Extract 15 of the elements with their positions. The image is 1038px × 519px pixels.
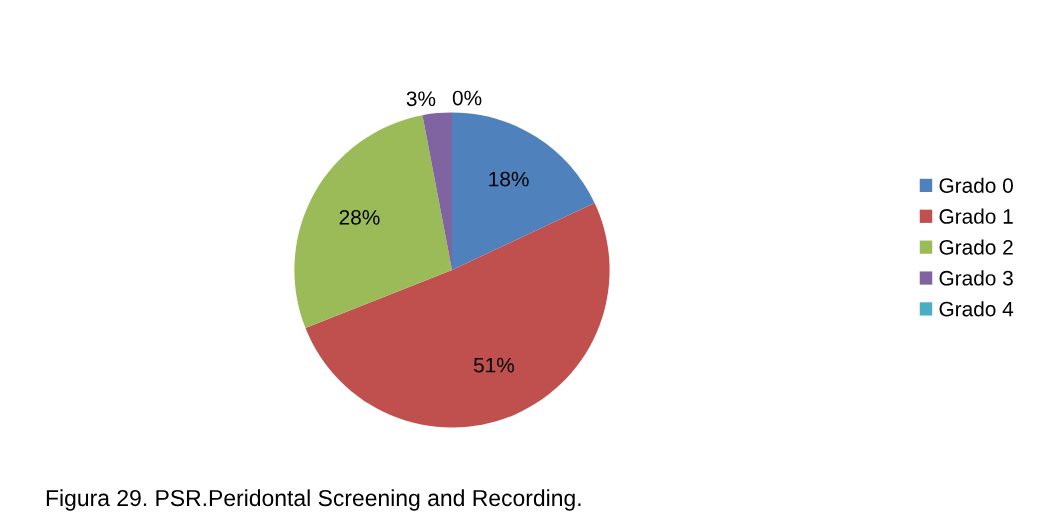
legend-label: Grado 0	[939, 177, 1013, 193]
pie-slice	[452, 112, 595, 270]
legend-label: Grado 3	[939, 270, 1013, 286]
legend-label: Grado 1	[939, 208, 1013, 224]
text: Figura 29. PSR.Peridontal Screening and Recording.	[46, 489, 581, 511]
data-label: 3%	[406, 91, 436, 107]
pie-slice	[422, 112, 452, 270]
data-label: 51%	[473, 357, 515, 373]
data-label: 18%	[489, 171, 529, 187]
legend-label: Grado 2	[939, 239, 1013, 255]
legend-label: Grado 4	[939, 301, 1014, 317]
data-label: 28%	[339, 209, 380, 225]
pie-slice	[305, 202, 610, 428]
text: 0%	[452, 90, 482, 106]
pie-slice	[294, 115, 452, 329]
